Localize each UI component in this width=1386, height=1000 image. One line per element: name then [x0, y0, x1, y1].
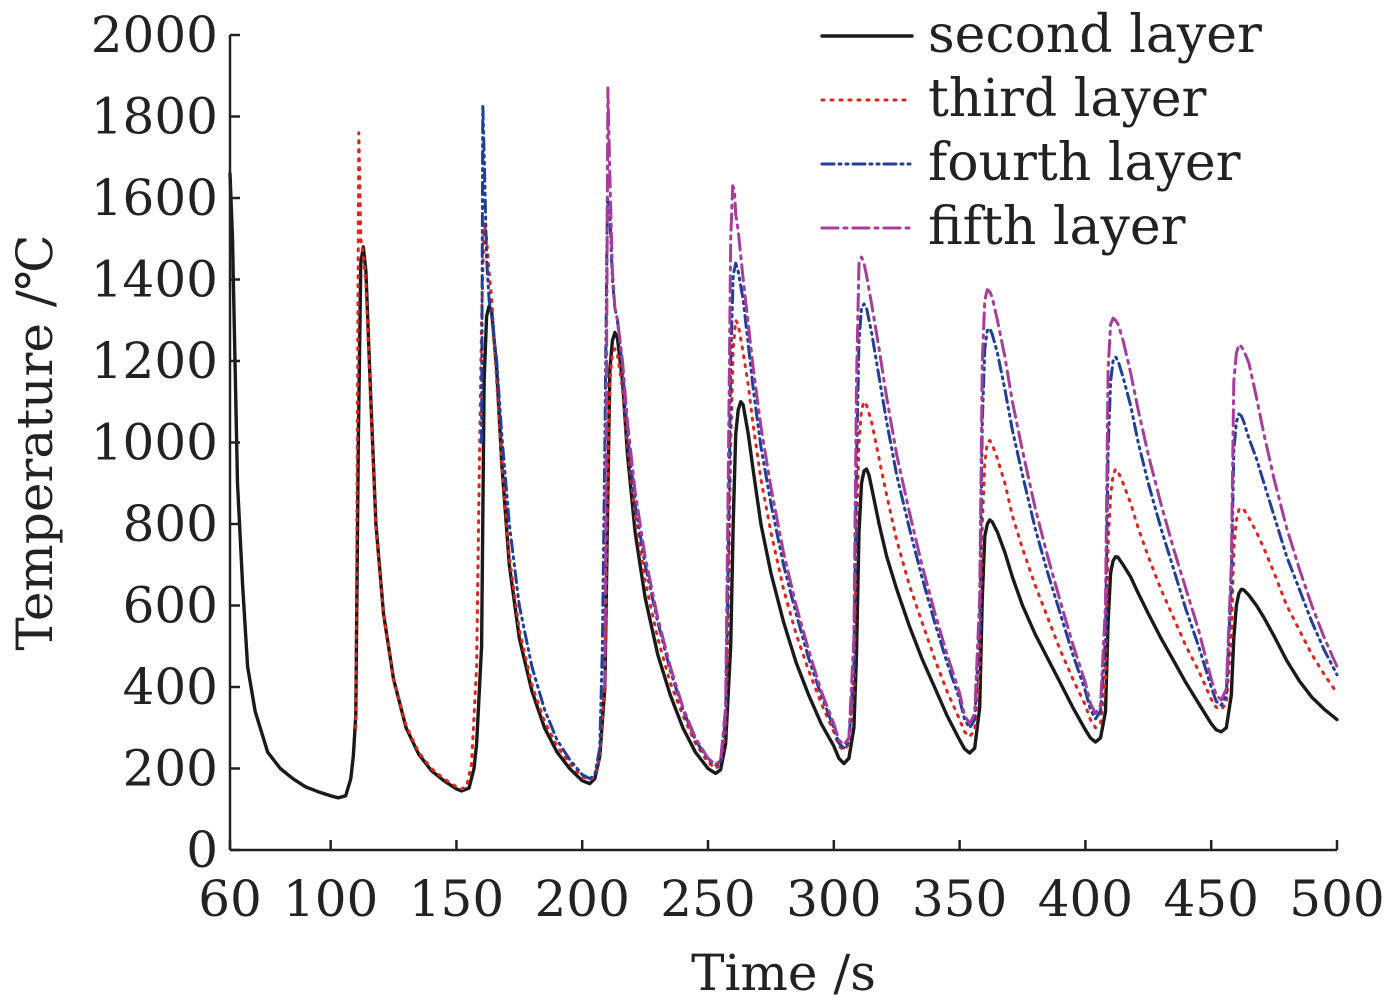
y-tick-label: 1600 — [91, 169, 218, 227]
series-line-4 — [603, 86, 1339, 766]
series-line-1 — [228, 171, 1339, 800]
legend-label-4: fifth layer — [928, 197, 1186, 257]
x-tick-label: 300 — [786, 870, 881, 928]
y-tick-label: 2000 — [91, 6, 218, 64]
legend-label-2: third layer — [928, 69, 1206, 129]
x-tick-label: 400 — [1038, 870, 1133, 928]
y-axis-label: Temperature /℃ — [6, 234, 64, 650]
x-tick-label: 250 — [660, 870, 755, 928]
x-tick-label: 150 — [409, 870, 504, 928]
y-tick-label: 1000 — [91, 414, 218, 472]
y-tick-label: 1200 — [91, 332, 218, 390]
legend-label-1: second layer — [928, 5, 1262, 65]
x-tick-label: 100 — [283, 870, 378, 928]
y-tick-label: 200 — [123, 740, 218, 798]
x-axis-label: Time /s — [691, 944, 876, 1000]
x-tick-label: 60 — [198, 870, 262, 928]
x-tick-label: 200 — [535, 870, 630, 928]
ticks: 60 100 150 200 250 300 350 400 450 500 0 200 400 600 8… — [91, 6, 1385, 928]
y-tick-label: 0 — [186, 821, 218, 879]
y-tick-label: 400 — [123, 658, 218, 716]
legend-label-3: fourth layer — [928, 133, 1241, 193]
plot-lines — [228, 86, 1339, 800]
y-tick-label: 600 — [123, 577, 218, 635]
x-tick-label: 500 — [1289, 870, 1384, 928]
y-tick-label: 1400 — [91, 251, 218, 309]
x-tick-label: 450 — [1163, 870, 1258, 928]
y-tick-label: 800 — [123, 495, 218, 553]
series-line-2 — [354, 131, 1339, 791]
y-tick-label: 1800 — [91, 88, 218, 146]
x-tick-label: 350 — [912, 870, 1007, 928]
